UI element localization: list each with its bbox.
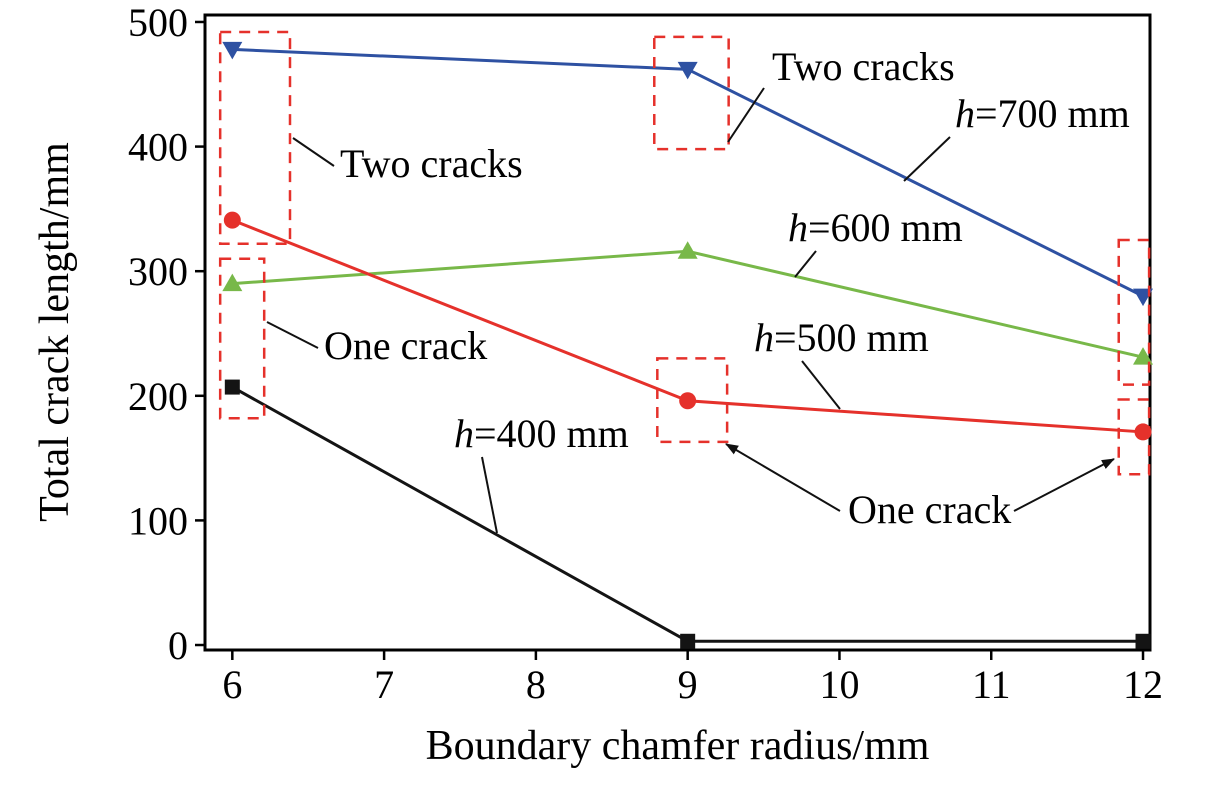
label-two-cracks-r6: Two cracks	[340, 141, 523, 186]
marker-circle	[223, 211, 241, 229]
x-tick-label: 9	[678, 662, 698, 707]
label-h500: h=500 mm	[754, 315, 929, 360]
label-two-cracks-r9-leader	[727, 87, 765, 143]
x-tick-label: 10	[819, 662, 859, 707]
plot-frame	[203, 13, 1152, 652]
series-h-600-mm	[222, 241, 1154, 365]
label-one-crack-r9-r12-leader	[725, 443, 841, 512]
y-axis-title: Total crack length/mm	[32, 142, 78, 522]
y-tick-label: 400	[128, 125, 188, 170]
label-one-crack-r6-leader	[266, 321, 319, 349]
label-h400: h=400 mm	[454, 411, 629, 456]
label-h700: h=700 mm	[955, 91, 1130, 136]
axis-ticks	[195, 20, 1145, 660]
label-h400-leader	[481, 456, 498, 534]
series-h-400-mm	[224, 379, 1151, 649]
box-r12-one-crack	[1117, 398, 1151, 476]
marker-triangle-up	[222, 273, 243, 292]
x-tick-label: 8	[526, 662, 546, 707]
x-tick-label: 11	[972, 662, 1011, 707]
label-one-crack-r9-r12: One crack	[848, 487, 1011, 532]
label-h700-leader	[903, 136, 951, 182]
box-r6-two-cracks	[218, 30, 292, 246]
label-two-cracks-r9: Two cracks	[772, 44, 955, 89]
box-r12-upper	[1117, 238, 1151, 386]
label-h600-leader	[794, 250, 817, 278]
marker-square	[1135, 633, 1151, 649]
marker-triangle-down	[677, 61, 698, 80]
y-tick-label: 500	[128, 0, 188, 45]
marker-triangle-down	[222, 41, 243, 60]
box-r6-one-crack	[218, 257, 266, 420]
label-one-crack-r9-r12-leader	[1013, 458, 1115, 512]
label-h600: h=600 mm	[788, 205, 963, 250]
x-tick-label: 7	[374, 662, 394, 707]
tick-labels: 6 7 8 9 10 11 12 0 100 200 300 400 500	[128, 0, 1163, 707]
y-tick-label: 100	[128, 498, 188, 543]
y-tick-label: 200	[128, 374, 188, 419]
marker-circle	[1134, 423, 1152, 441]
y-tick-label: 300	[128, 249, 188, 294]
label-one-crack-r6: One crack	[324, 323, 487, 368]
y-tick-label: 0	[168, 623, 188, 668]
marker-circle	[679, 392, 697, 410]
x-axis-title: Boundary chamfer radius/mm	[425, 723, 930, 769]
marker-triangle-up	[1133, 347, 1154, 365]
marker-square	[680, 633, 696, 649]
x-tick-label: 6	[222, 662, 242, 707]
x-tick-label: 12	[1123, 662, 1163, 707]
label-h500-leader	[801, 360, 841, 410]
series-h-500-mm	[223, 211, 1152, 441]
marker-triangle-up	[677, 241, 698, 259]
label-two-cracks-r6-leader	[292, 137, 335, 167]
marker-square	[224, 379, 240, 395]
